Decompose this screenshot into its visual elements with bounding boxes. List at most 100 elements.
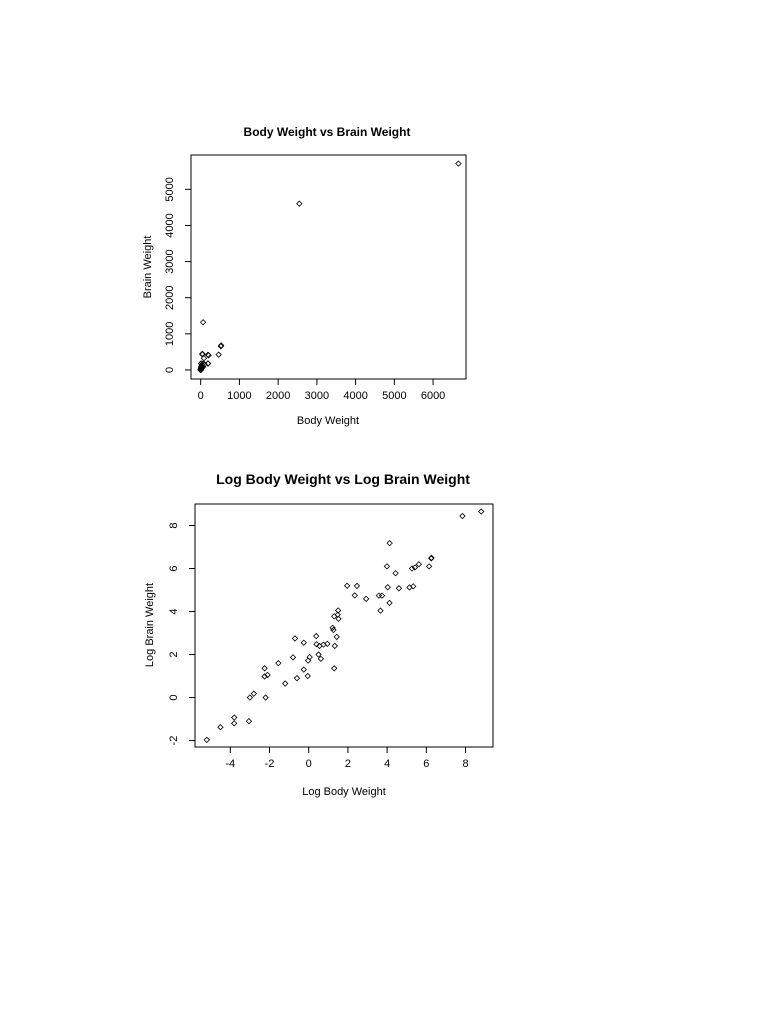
- data-point: [246, 694, 254, 701]
- x-axis-label: Log Body Weight: [302, 786, 386, 798]
- data-point: [300, 666, 307, 673]
- x-tick-label: 6000: [421, 390, 445, 402]
- data-point: [300, 639, 307, 646]
- data-point: [201, 361, 208, 368]
- data-point: [406, 584, 413, 591]
- data-point: [218, 342, 225, 349]
- data-point: [408, 565, 416, 572]
- data-point: [289, 654, 297, 661]
- y-axis-ticks: 0 1000 2000 3000 4000 5000: [164, 177, 192, 373]
- data-point: [199, 319, 207, 326]
- data-point: [317, 655, 325, 662]
- x-tick-label: 5000: [382, 390, 406, 402]
- x-tick-label: 2000: [266, 390, 290, 402]
- data-point: [261, 665, 268, 672]
- data-point: [293, 675, 301, 682]
- y-tick-label: 8: [168, 522, 180, 528]
- x-tick-label: 1000: [227, 390, 251, 402]
- data-point: [245, 718, 253, 725]
- data-point: [231, 720, 238, 727]
- data-point: [362, 595, 370, 603]
- data-point: [329, 624, 336, 632]
- data-point: [330, 626, 337, 634]
- y-tick-label: 4000: [164, 213, 176, 237]
- data-point: [331, 613, 338, 620]
- x-tick-label: 2: [345, 758, 351, 770]
- data-point: [331, 642, 338, 650]
- data-point: [200, 355, 208, 362]
- x-tick-label: -4: [225, 758, 235, 770]
- plot-frame: [194, 503, 494, 748]
- data-point: [375, 592, 383, 599]
- data-point: [425, 563, 433, 570]
- data-point: [275, 659, 282, 667]
- x-tick-label: 4: [384, 758, 390, 770]
- data-point: [197, 366, 204, 374]
- y-tick-label: 0: [164, 367, 176, 373]
- data-points: [197, 160, 462, 374]
- y-tick-label: 2000: [164, 285, 176, 309]
- y-tick-label: -2: [168, 736, 180, 746]
- data-point: [392, 570, 399, 577]
- x-axis-ticks: -4 -2 0 2 4 6 8: [225, 746, 469, 770]
- data-point: [313, 641, 320, 648]
- data-point: [410, 583, 417, 590]
- data-point: [203, 736, 210, 744]
- x-tick-label: -2: [265, 758, 275, 770]
- data-point: [304, 672, 311, 680]
- data-point: [351, 592, 358, 599]
- data-point: [333, 633, 340, 641]
- data-point: [415, 561, 423, 568]
- y-tick-label: 1000: [164, 322, 176, 346]
- data-point: [304, 657, 312, 664]
- x-axis-label: Body Weight: [297, 415, 359, 427]
- data-point: [455, 160, 462, 167]
- data-point: [386, 599, 393, 607]
- data-point: [204, 360, 212, 367]
- data-point: [428, 555, 435, 562]
- x-tick-label: 3000: [305, 390, 329, 402]
- data-point: [291, 635, 299, 642]
- data-point: [459, 512, 466, 520]
- data-point: [383, 563, 391, 570]
- data-point: [386, 539, 393, 547]
- data-point: [306, 653, 313, 661]
- data-point: [264, 671, 271, 679]
- y-tick-label: 5000: [164, 177, 176, 201]
- data-point: [261, 673, 268, 680]
- y-tick-label: 4: [168, 608, 180, 614]
- data-point: [250, 690, 257, 697]
- data-point: [262, 694, 269, 701]
- data-point: [217, 724, 224, 731]
- data-points: [203, 508, 485, 744]
- data-point: [395, 585, 403, 592]
- x-tick-label: 6: [423, 758, 429, 770]
- data-point: [198, 350, 206, 358]
- y-axis-label: Log Brain Weight: [144, 583, 156, 667]
- chart-title: Body Weight vs Brain Weight: [244, 125, 411, 139]
- data-point: [231, 714, 238, 721]
- data-point: [478, 508, 485, 515]
- data-point: [324, 640, 331, 647]
- y-tick-label: 0: [168, 694, 180, 700]
- data-point: [204, 351, 212, 358]
- x-axis-ticks: 0 1000 2000 3000 4000 5000 6000: [198, 378, 445, 402]
- x-tick-label: 0: [306, 758, 312, 770]
- data-point: [331, 665, 338, 672]
- data-point: [353, 582, 361, 590]
- data-point: [335, 615, 342, 622]
- y-tick-label: 3000: [164, 249, 176, 273]
- x-tick-label: 0: [198, 390, 204, 402]
- data-point: [215, 351, 222, 358]
- data-point: [199, 350, 206, 358]
- data-point: [384, 584, 391, 591]
- data-point: [198, 363, 205, 370]
- y-tick-label: 2: [168, 651, 180, 657]
- chart-title: Log Body Weight vs Log Brain Weight: [216, 471, 470, 487]
- data-point: [282, 680, 289, 687]
- x-tick-label: 4000: [343, 390, 367, 402]
- x-tick-label: 8: [462, 758, 468, 770]
